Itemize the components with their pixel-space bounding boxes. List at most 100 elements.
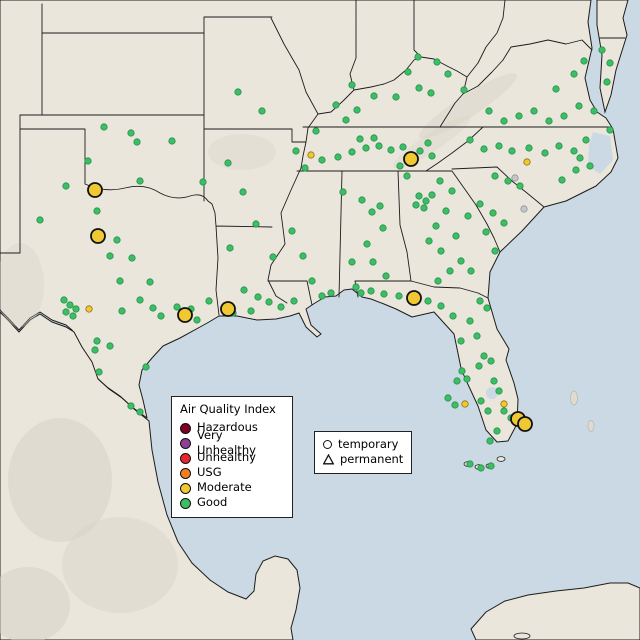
station-moderate-large[interactable]: [406, 290, 422, 306]
station-good[interactable]: [136, 408, 144, 416]
station-moderate-large[interactable]: [220, 301, 236, 317]
station-good[interactable]: [491, 247, 499, 255]
station-good[interactable]: [234, 88, 242, 96]
station-good[interactable]: [62, 182, 70, 190]
station-good[interactable]: [416, 147, 424, 155]
station-good[interactable]: [495, 142, 503, 150]
station-good[interactable]: [136, 177, 144, 185]
station-good[interactable]: [66, 301, 74, 309]
station-good[interactable]: [258, 107, 266, 115]
station-good[interactable]: [318, 156, 326, 164]
station-good[interactable]: [432, 222, 440, 230]
station-good[interactable]: [265, 298, 273, 306]
station-good[interactable]: [127, 402, 135, 410]
station-good[interactable]: [352, 283, 360, 291]
station-good[interactable]: [575, 102, 583, 110]
station-good[interactable]: [475, 362, 483, 370]
station-good[interactable]: [84, 157, 92, 165]
station-good[interactable]: [396, 162, 404, 170]
station-good[interactable]: [269, 253, 277, 261]
station-good[interactable]: [133, 138, 141, 146]
station-good[interactable]: [545, 117, 553, 125]
station-good[interactable]: [500, 407, 508, 415]
station-good[interactable]: [199, 178, 207, 186]
station-good[interactable]: [508, 147, 516, 155]
station-good[interactable]: [489, 209, 497, 217]
station-good[interactable]: [415, 192, 423, 200]
station-good[interactable]: [91, 346, 99, 354]
station-good[interactable]: [226, 244, 234, 252]
station-good[interactable]: [586, 162, 594, 170]
station-good[interactable]: [301, 164, 309, 172]
station-good[interactable]: [500, 117, 508, 125]
station-good[interactable]: [427, 89, 435, 97]
station-good[interactable]: [457, 257, 465, 265]
station-moderate[interactable]: [307, 151, 315, 159]
station-good[interactable]: [457, 337, 465, 345]
station-good[interactable]: [446, 267, 454, 275]
station-good[interactable]: [375, 142, 383, 150]
station-good[interactable]: [399, 143, 407, 151]
station-good[interactable]: [422, 197, 430, 205]
station-good[interactable]: [420, 204, 428, 212]
station-good[interactable]: [128, 254, 136, 262]
station-good[interactable]: [308, 277, 316, 285]
station-good[interactable]: [367, 287, 375, 295]
station-good[interactable]: [173, 303, 181, 311]
station-good[interactable]: [327, 289, 335, 297]
station-good[interactable]: [424, 139, 432, 147]
station-good[interactable]: [448, 187, 456, 195]
station-good[interactable]: [342, 116, 350, 124]
station-good[interactable]: [369, 258, 377, 266]
station-good[interactable]: [437, 302, 445, 310]
station-good[interactable]: [392, 93, 400, 101]
station-moderate-large[interactable]: [90, 228, 106, 244]
station-good[interactable]: [572, 166, 580, 174]
station-good[interactable]: [93, 207, 101, 215]
station-good[interactable]: [606, 59, 614, 67]
station-good[interactable]: [449, 312, 457, 320]
station-good[interactable]: [348, 258, 356, 266]
station-good[interactable]: [541, 149, 549, 157]
station-good[interactable]: [428, 152, 436, 160]
station-moderate-large[interactable]: [517, 416, 533, 432]
station-good[interactable]: [292, 147, 300, 155]
station-good[interactable]: [60, 296, 68, 304]
station-good[interactable]: [415, 84, 423, 92]
station-good[interactable]: [404, 68, 412, 76]
station-good[interactable]: [368, 208, 376, 216]
station-good[interactable]: [570, 70, 578, 78]
station-good[interactable]: [136, 296, 144, 304]
station-good[interactable]: [437, 247, 445, 255]
station-good[interactable]: [239, 188, 247, 196]
station-good[interactable]: [348, 148, 356, 156]
station-good[interactable]: [451, 401, 459, 409]
station-good[interactable]: [452, 232, 460, 240]
station-good[interactable]: [36, 216, 44, 224]
station-good[interactable]: [493, 427, 501, 435]
station-good[interactable]: [482, 228, 490, 236]
station-good[interactable]: [580, 57, 588, 65]
station-good[interactable]: [480, 145, 488, 153]
station-good[interactable]: [483, 304, 491, 312]
station-good[interactable]: [484, 407, 492, 415]
station-good[interactable]: [142, 363, 150, 371]
station-good[interactable]: [62, 308, 70, 316]
station-moderate[interactable]: [85, 305, 93, 313]
station-good[interactable]: [252, 220, 260, 228]
station-good[interactable]: [487, 462, 495, 470]
station-good[interactable]: [476, 297, 484, 305]
station-good[interactable]: [477, 397, 485, 405]
station-no-data[interactable]: [520, 205, 528, 213]
station-good[interactable]: [453, 377, 461, 385]
station-good[interactable]: [348, 81, 356, 89]
station-good[interactable]: [113, 236, 121, 244]
station-good[interactable]: [149, 304, 157, 312]
station-good[interactable]: [332, 101, 340, 109]
station-good[interactable]: [168, 137, 176, 145]
station-good[interactable]: [254, 293, 262, 301]
station-good[interactable]: [106, 252, 114, 260]
station-good[interactable]: [428, 191, 436, 199]
station-good[interactable]: [127, 129, 135, 137]
station-good[interactable]: [380, 290, 388, 298]
